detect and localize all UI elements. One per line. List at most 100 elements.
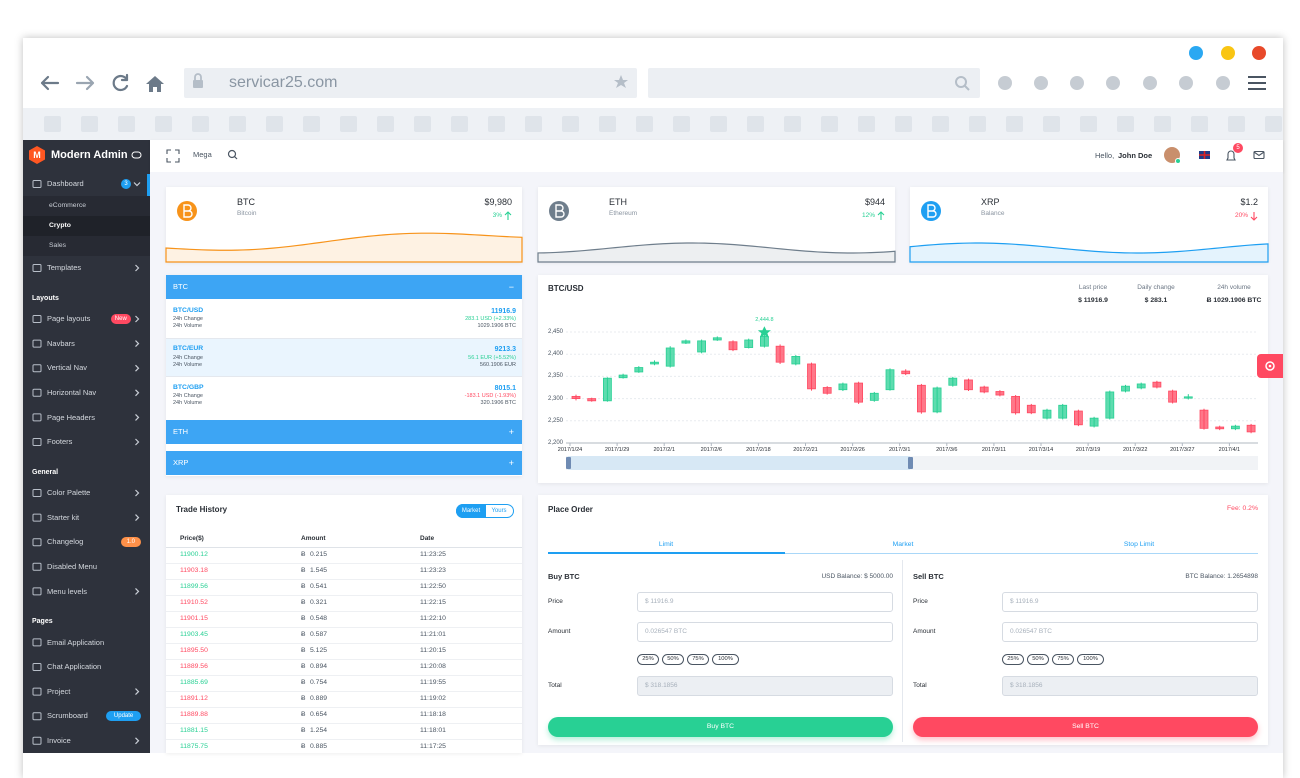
order-tab[interactable]: Stop Limit (1123, 540, 1155, 548)
tab-placeholder (1265, 116, 1282, 132)
order-button-text[interactable]: Sell BTC (1072, 722, 1099, 730)
panel-header[interactable] (166, 420, 522, 444)
tab[interactable]: Yours (491, 508, 507, 514)
panel-header[interactable] (166, 451, 522, 475)
percent-pill[interactable] (712, 654, 739, 665)
menu-badge (106, 711, 141, 722)
input[interactable] (1002, 676, 1258, 696)
percent-pill[interactable] (1052, 654, 1074, 665)
input-value: $ 11916.9 (1010, 597, 1039, 605)
card (166, 495, 522, 753)
percent[interactable]: 25% (1007, 655, 1019, 662)
menu-item[interactable]: Starter kit (47, 512, 80, 522)
menu-item[interactable]: Vertical Nav (47, 363, 88, 373)
submenu-item[interactable]: eCommerce (49, 201, 87, 209)
percent[interactable]: 75% (692, 655, 704, 662)
ticker-name: Balance (981, 209, 1005, 217)
order-tab[interactable]: Limit (658, 540, 674, 548)
menu-item[interactable]: Page Headers (47, 412, 95, 422)
menu-item[interactable]: Project (47, 686, 71, 696)
submenu-item[interactable]: Crypto (49, 221, 71, 229)
tab[interactable]: Market (461, 508, 481, 514)
ticker-name: Ethereum (609, 209, 638, 217)
mega-menu[interactable]: Mega (193, 150, 212, 160)
percent[interactable]: 100% (718, 655, 733, 662)
tab-placeholder (81, 116, 98, 132)
menu-item[interactable]: Color Palette (47, 488, 91, 498)
percent[interactable]: 50% (1032, 655, 1044, 662)
trade-time: 11:21:01 (420, 630, 446, 638)
pair[interactable]: BTC/GBP (173, 383, 204, 391)
url-bar[interactable] (184, 68, 637, 98)
percent[interactable]: 100% (1083, 655, 1098, 662)
order-button[interactable] (913, 717, 1258, 737)
menu-item[interactable]: Changelog (47, 537, 84, 547)
trade-time: 11:22:15 (420, 598, 446, 606)
stat-value: $ 11916.9 (1078, 296, 1108, 304)
input[interactable] (637, 622, 893, 642)
column-header: Amount (301, 534, 326, 542)
menu-item[interactable]: Footers (47, 437, 73, 447)
tab-active[interactable] (456, 504, 486, 518)
trade-price: 11899.56 (180, 582, 208, 590)
order-tab[interactable]: Market (892, 540, 914, 548)
menu-item[interactable]: Invoice (47, 736, 71, 746)
navigator-handle[interactable] (566, 457, 571, 469)
pair[interactable]: BTC/USD (173, 306, 204, 314)
percent-pill[interactable] (687, 654, 709, 665)
ticker-change: 20% (1234, 211, 1248, 219)
menu-item[interactable]: Email Application (47, 637, 105, 647)
pair[interactable]: BTC/EUR (173, 345, 204, 353)
row-highlight (166, 337, 522, 376)
input[interactable] (637, 592, 893, 612)
order-button[interactable] (548, 717, 893, 737)
settings-tab[interactable] (1257, 354, 1283, 378)
ticker-symbol: BTC (237, 196, 255, 207)
percent[interactable]: 25% (642, 655, 654, 662)
percent[interactable]: 50% (667, 655, 679, 662)
card (538, 495, 1268, 745)
panel-toggle: − (508, 281, 514, 292)
menu-item[interactable]: Scrumboard (47, 711, 88, 721)
percent-pill[interactable] (662, 654, 684, 665)
tab-placeholder (710, 116, 727, 132)
row-divider (166, 707, 522, 708)
percent-pill[interactable] (637, 654, 659, 665)
user-name[interactable]: John Doe (1118, 151, 1153, 161)
percent[interactable]: 75% (1057, 655, 1069, 662)
search-bar[interactable] (648, 68, 980, 98)
column-header: Price($) (180, 534, 204, 542)
x-tick-label: 2017/3/22 (1122, 447, 1148, 454)
input[interactable] (1002, 622, 1258, 642)
volume-label: 24h Volume (173, 400, 203, 407)
menu-item[interactable]: Page layouts (47, 314, 91, 324)
tab-placeholder (895, 116, 912, 132)
panel-header[interactable] (166, 275, 522, 299)
ticker-name: Bitcoin (237, 209, 257, 217)
trade-time: 11:18:18 (420, 710, 446, 718)
menu-item[interactable]: Menu levels (47, 586, 88, 596)
row-divider (166, 675, 522, 676)
greeting: Hello, (1095, 151, 1115, 161)
form-title: Sell BTC (913, 572, 944, 582)
x-tick-label: 2017/1/29 (604, 447, 630, 454)
navigator-handle[interactable] (908, 457, 913, 469)
menu-item[interactable]: Templates (47, 263, 82, 273)
menu-item[interactable]: Horizontal Nav (47, 388, 97, 398)
logo-letter: M (33, 149, 41, 160)
input[interactable] (1002, 592, 1258, 612)
menu-item[interactable]: Disabled Menu (47, 562, 98, 572)
menu-item[interactable]: Chat Application (47, 662, 102, 672)
percent-pill[interactable] (1027, 654, 1049, 665)
percent-pill[interactable] (1002, 654, 1024, 665)
menu-item[interactable]: Navbars (47, 338, 75, 348)
tab-placeholder (858, 116, 875, 132)
submenu-item[interactable]: Sales (49, 241, 67, 249)
section-title: General (32, 469, 59, 476)
url-text[interactable]: servicar25.com (229, 74, 338, 91)
input[interactable] (637, 676, 893, 696)
percent-pill[interactable] (1077, 654, 1104, 665)
menu-item[interactable]: Dashboard (47, 179, 84, 189)
currency-symbol: Ƀ (301, 694, 306, 702)
order-button-text[interactable]: Buy BTC (706, 722, 735, 730)
